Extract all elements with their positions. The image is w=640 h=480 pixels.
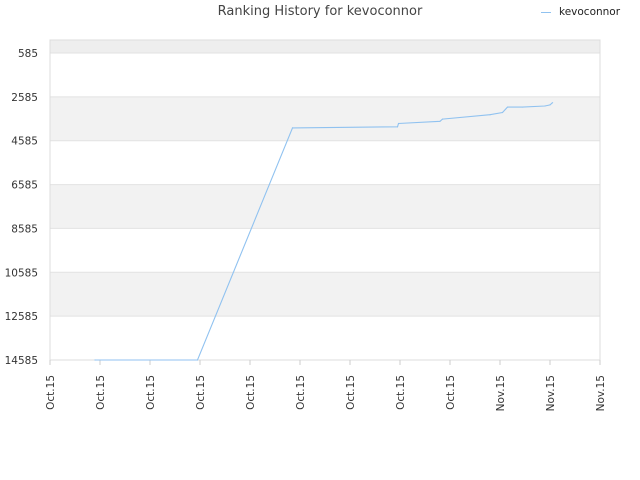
plot-band <box>50 272 600 317</box>
data-point <box>439 120 441 122</box>
x-tick-label: Oct.15 <box>345 375 357 410</box>
x-tick-label: Nov.15 <box>545 375 557 411</box>
legend: kevoconnor <box>541 6 620 18</box>
legend-label: kevoconnor <box>559 6 621 18</box>
y-tick-label: 585 <box>18 48 38 60</box>
data-point <box>549 104 551 106</box>
plot-band <box>50 53 600 97</box>
x-tick-label: Oct.15 <box>295 375 307 410</box>
data-point <box>521 106 524 108</box>
data-point <box>397 122 400 125</box>
x-tick-label: Oct.15 <box>245 375 257 410</box>
plot-band <box>50 316 600 360</box>
data-point <box>506 106 509 108</box>
x-tick-label: Oct.15 <box>145 375 157 410</box>
plot-border <box>49 39 601 361</box>
y-tick-label: 12585 <box>5 311 38 323</box>
data-point <box>489 114 491 116</box>
x-tick-label: Oct.15 <box>45 375 57 410</box>
series-line <box>95 102 553 361</box>
data-point <box>544 105 546 107</box>
data-point <box>196 359 199 361</box>
legend-line-swatch <box>541 11 551 13</box>
y-tick-label: 4585 <box>11 136 38 148</box>
x-tick-label: Nov.15 <box>495 375 507 411</box>
data-point <box>551 102 554 104</box>
plot-band <box>50 96 600 141</box>
chart-title: Ranking History for kevoconnor <box>217 4 423 19</box>
x-tick-label: Oct.15 <box>95 375 107 410</box>
plot-band <box>50 228 600 273</box>
y-tick-label: 6585 <box>11 180 38 192</box>
y-tick-label: 8585 <box>11 223 38 235</box>
plot-band-top <box>50 40 600 53</box>
y-tick-label: 2585 <box>11 92 38 104</box>
x-tick-label: Oct.15 <box>445 375 457 410</box>
x-tick-label: Oct.15 <box>395 375 407 410</box>
plot-band <box>50 140 600 185</box>
x-tick-label: Oct.15 <box>195 375 207 410</box>
x-tick-label: Nov.15 <box>595 375 607 411</box>
data-point <box>441 118 444 120</box>
data-point <box>94 359 96 361</box>
data-point <box>501 111 504 114</box>
y-tick-label: 10585 <box>5 267 38 279</box>
data-point <box>291 127 294 129</box>
plot-band <box>50 184 600 229</box>
y-tick-label: 14585 <box>5 355 38 367</box>
data-point <box>396 126 399 128</box>
